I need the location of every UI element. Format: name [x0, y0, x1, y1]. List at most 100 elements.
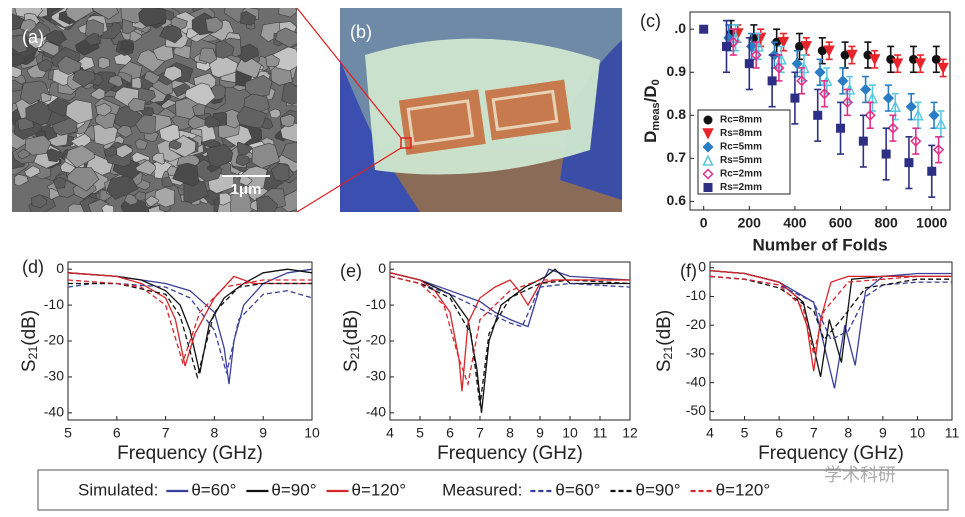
y-axis-label-part: S: [19, 359, 40, 372]
grain: [278, 8, 297, 18]
marker: [846, 49, 858, 62]
x-tick-label: 5: [416, 425, 424, 441]
line-series: [67, 268, 313, 385]
grain: [281, 82, 297, 105]
y-tick-label: 0.9: [667, 63, 687, 79]
y-axis-label-part: (dB): [341, 310, 362, 346]
x-tick-label: 200: [738, 215, 762, 231]
line-series: [67, 282, 313, 374]
error-bar: [843, 88, 851, 117]
y-axis-label: Dmeas/D0: [641, 79, 661, 143]
legend-label: θ=60°: [191, 480, 236, 499]
grain: [158, 123, 181, 143]
x-axis-label: Frequency (GHz): [758, 443, 904, 464]
legend-label: Rs=2mm: [720, 182, 762, 193]
marker: [703, 115, 713, 125]
grain: [205, 16, 223, 33]
marker: [927, 166, 937, 176]
marker: [777, 36, 790, 49]
marker: [813, 110, 823, 120]
x-tick-label: 11: [593, 425, 608, 441]
y-tick-label: -10: [366, 296, 386, 312]
grain: [116, 144, 133, 159]
marker: [773, 62, 785, 74]
marker: [928, 109, 940, 121]
marker: [891, 58, 904, 70]
x-tick-label: 9: [879, 425, 887, 441]
grain: [101, 203, 115, 212]
marker: [869, 54, 881, 66]
grain: [163, 65, 183, 82]
x-axis-label: Frequency (GHz): [117, 443, 263, 464]
y-axis-label-part: S: [341, 359, 362, 372]
marker: [864, 109, 876, 121]
x-tick-label: 800: [874, 215, 898, 231]
grain: [144, 195, 159, 207]
y-tick-label: 0: [378, 260, 386, 276]
legend-box: [697, 109, 791, 195]
marker: [727, 36, 739, 48]
grain: [67, 203, 85, 212]
marker: [937, 62, 949, 75]
y-tick-label: 0.6: [667, 192, 687, 208]
marker: [914, 58, 927, 70]
grain: [135, 114, 157, 135]
grain: [173, 44, 191, 60]
legend-label: θ=120°: [352, 480, 407, 499]
grain: [168, 134, 197, 158]
y-tick-label: -30: [366, 368, 386, 384]
grain: [24, 165, 41, 179]
x-tick-label: 400: [783, 215, 807, 231]
grain: [106, 175, 139, 200]
grain: [240, 10, 257, 26]
grain: [53, 177, 67, 189]
legend-label: θ=90°: [271, 480, 316, 499]
y-axis-label-part: (dB): [19, 310, 40, 346]
y-tick-label: -20: [44, 332, 64, 348]
x-tick-label: 7: [810, 425, 818, 441]
marker: [882, 92, 894, 104]
x-tick-label: 10: [910, 425, 926, 441]
grain: [198, 47, 218, 64]
y-axis-label-part: 21: [26, 346, 40, 360]
grain: [92, 8, 119, 20]
marker: [910, 135, 922, 147]
legend-label: θ=120°: [716, 480, 771, 499]
grain: [19, 80, 50, 105]
marker: [702, 168, 714, 180]
grain: [90, 87, 106, 101]
legend-box: [37, 469, 949, 511]
y-tick-label: -50: [686, 402, 706, 418]
marker: [912, 109, 924, 121]
line-series: [389, 275, 631, 406]
line-series: [389, 268, 630, 413]
grain: [204, 115, 221, 128]
line-series: [709, 275, 952, 341]
grain: [40, 92, 52, 103]
marker: [881, 149, 891, 159]
x-tick-label: 4: [706, 425, 714, 441]
legend-group-label: Measured:: [442, 480, 522, 499]
line-series: [709, 269, 952, 378]
marker: [721, 41, 731, 51]
y-axis-label-part: D: [641, 131, 660, 143]
x-tick-label: 9: [536, 425, 544, 441]
grain: [236, 105, 268, 129]
y-axis-label-part: (dB): [654, 310, 675, 346]
y-axis-label: S21(dB): [19, 310, 40, 372]
grain: [265, 54, 280, 67]
error-bar: [935, 136, 943, 164]
grain: [131, 77, 142, 89]
legend-label: Rc=5mm: [720, 142, 762, 153]
y-tick-label: -40: [44, 404, 64, 420]
line-series: [389, 272, 630, 392]
x-tick-label: 6: [113, 425, 121, 441]
marker: [935, 117, 947, 130]
grain: [236, 141, 253, 156]
grain: [219, 192, 232, 206]
marker: [933, 144, 945, 156]
marker: [887, 122, 899, 134]
grain: [135, 159, 156, 176]
marker: [863, 50, 873, 60]
x-axis-label: Number of Folds: [752, 235, 887, 254]
